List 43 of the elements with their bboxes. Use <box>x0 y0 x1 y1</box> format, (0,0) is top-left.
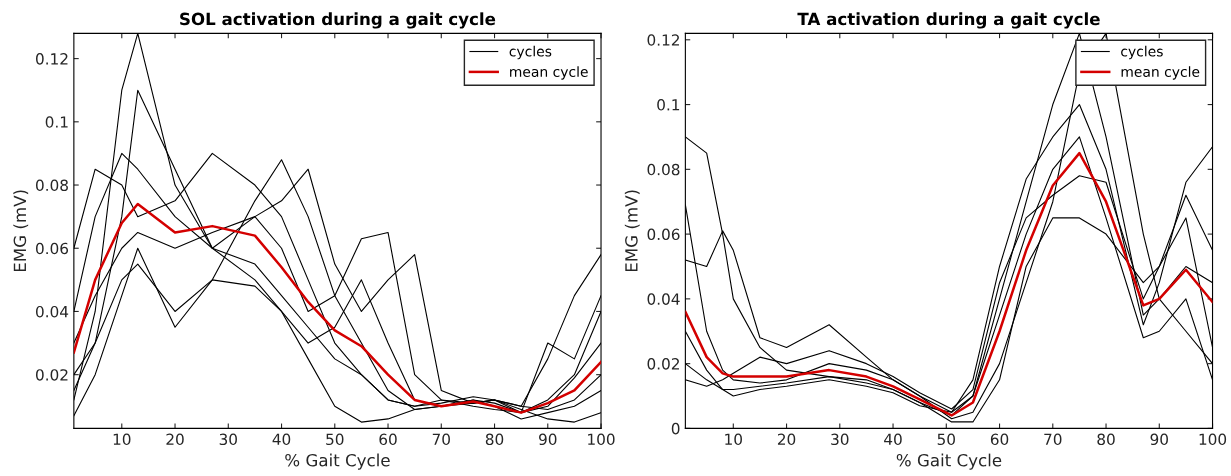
y-tick-label: 0.08 <box>647 163 680 176</box>
y-tick-label: 0.1 <box>657 99 680 111</box>
legend-label: mean cycle <box>510 66 588 80</box>
y-axis-title: EMG (mV) <box>624 190 640 272</box>
x-tick-label: 20 <box>777 433 796 446</box>
x-tick-label: 20 <box>166 433 184 446</box>
chart-title: SOL activation during a gait cycle <box>180 12 496 29</box>
y-tick-label: 0.12 <box>647 34 679 46</box>
y-tick-label: 0.02 <box>647 358 679 370</box>
y-tick-label: 0.02 <box>35 369 68 381</box>
y-tick-label: 0.1 <box>45 116 68 128</box>
x-tick-label: 70 <box>432 433 450 446</box>
x-tick-label: 100 <box>1199 433 1227 446</box>
y-tick-label: 0.06 <box>35 242 69 255</box>
y-axis-title: EMG (mV) <box>13 190 29 272</box>
x-tick-label: 50 <box>937 433 955 446</box>
x-tick-label: 100 <box>588 433 615 446</box>
x-tick-label: 90 <box>1150 433 1168 446</box>
y-tick-label: 0.04 <box>647 293 680 305</box>
y-tick-label: 0.12 <box>35 53 68 65</box>
x-tick-label: 10 <box>113 433 131 446</box>
chart-title: TA activation during a gait cycle <box>797 12 1100 29</box>
x-tick-label: 30 <box>219 433 237 446</box>
x-tick-label: 60 <box>990 433 1009 446</box>
x-tick-label: 70 <box>1044 433 1062 446</box>
legend-label: mean cycle <box>1121 66 1200 80</box>
x-tick-label: 90 <box>539 433 557 446</box>
x-tick-label: 80 <box>485 433 504 446</box>
x-tick-label: 10 <box>725 433 742 446</box>
x-tick-label: 40 <box>884 433 902 446</box>
legend-label: cycles <box>509 45 552 60</box>
y-tick-label: 0.08 <box>35 179 68 192</box>
y-tick-label: 0.06 <box>647 228 680 241</box>
x-tick-label: 60 <box>379 433 397 446</box>
x-tick-label: 30 <box>831 433 849 446</box>
y-tick-label: 0 <box>671 422 680 435</box>
x-axis-title: % Gait Cycle <box>285 453 390 470</box>
legend-label: cycles <box>1121 45 1163 60</box>
x-axis-title: % Gait Cycle <box>896 453 1002 470</box>
x-tick-label: 50 <box>326 433 344 446</box>
x-tick-label: 80 <box>1097 433 1115 446</box>
y-tick-label: 0.04 <box>35 305 69 318</box>
x-tick-label: 40 <box>272 433 291 446</box>
